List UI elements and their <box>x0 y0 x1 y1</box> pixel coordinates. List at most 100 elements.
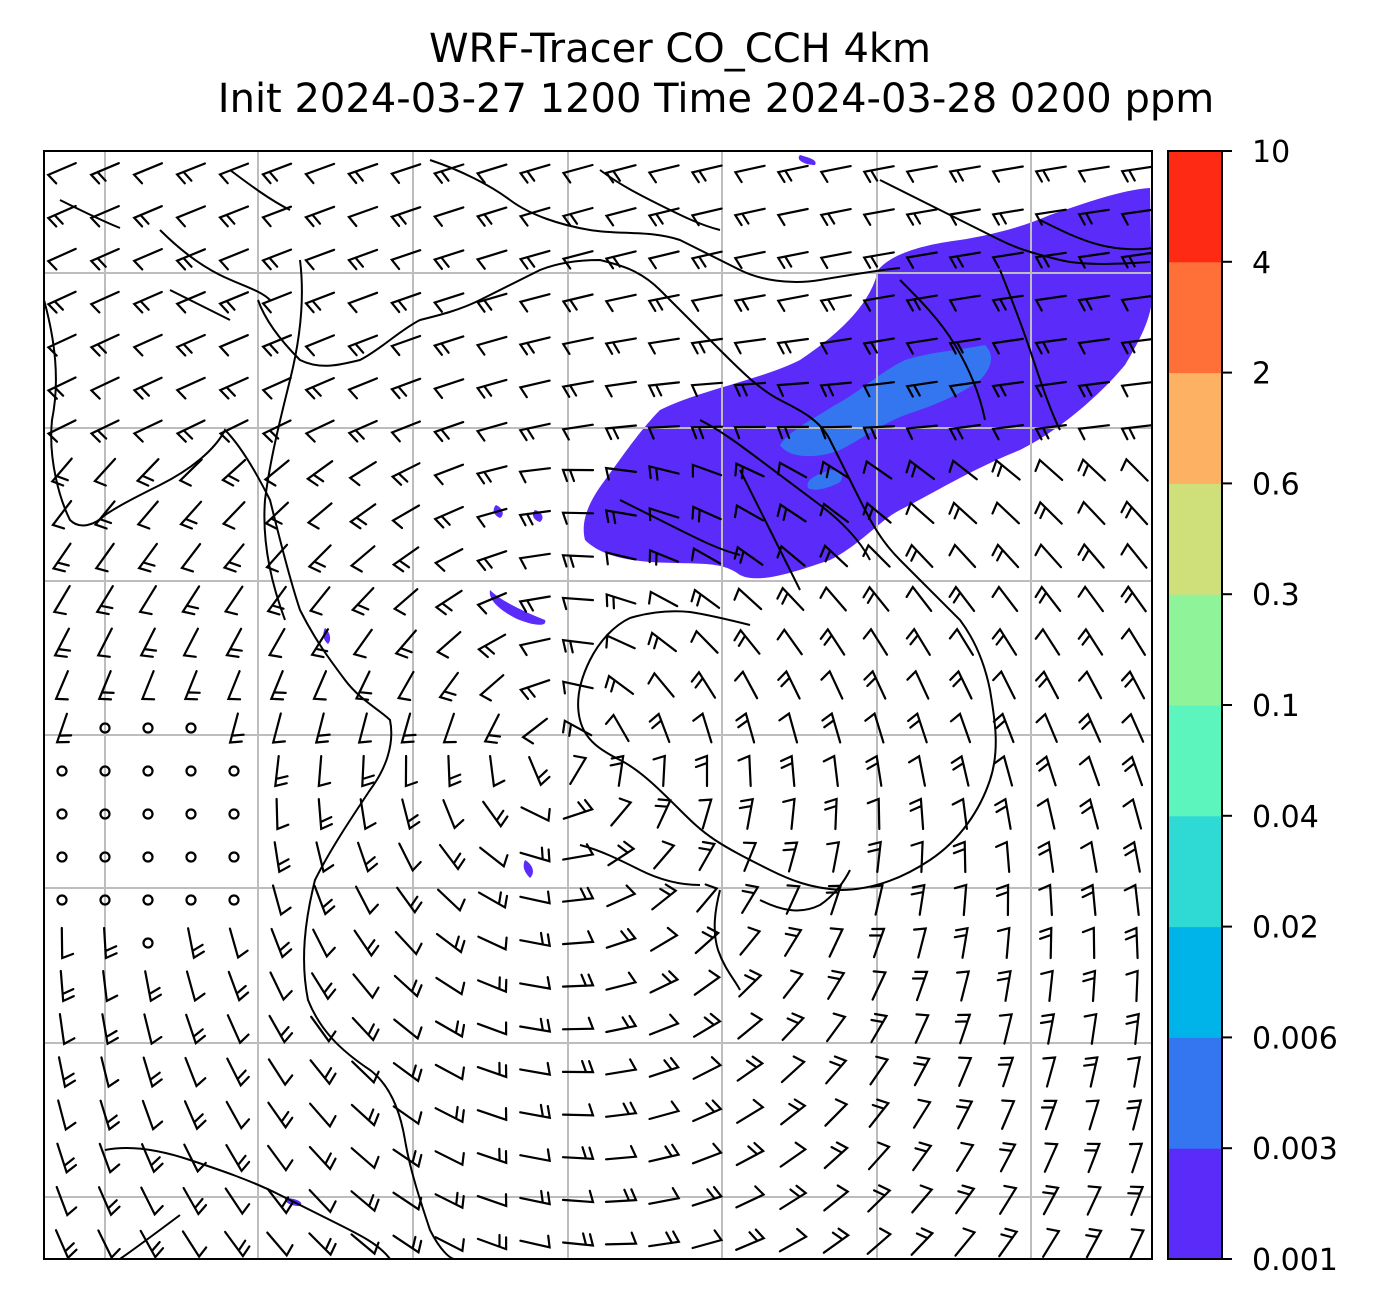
wind-barb <box>782 797 796 830</box>
calm-wind-circle <box>142 765 154 777</box>
wind-barb <box>1039 1012 1056 1045</box>
wind-barb <box>308 1232 337 1257</box>
wind-barb <box>739 926 762 956</box>
wind-barb <box>605 1058 638 1076</box>
wind-barb <box>434 1236 465 1253</box>
wind-barb <box>737 754 752 788</box>
wind-barb <box>862 459 893 480</box>
wind-barb <box>181 585 201 616</box>
wind-barb <box>1120 627 1146 656</box>
wind-barb <box>776 294 809 312</box>
wind-barb <box>784 926 803 957</box>
wind-barb <box>1080 840 1098 873</box>
wind-barb <box>1001 1099 1016 1130</box>
wind-barb <box>267 1058 294 1087</box>
wind-barb <box>1077 627 1104 656</box>
wind-barb <box>604 1231 638 1246</box>
wind-barb <box>1121 755 1144 787</box>
wind-barb <box>438 843 466 871</box>
wind-barb <box>948 543 977 569</box>
wind-barb <box>561 973 595 988</box>
wind-barb <box>1079 797 1099 830</box>
wind-barb <box>519 846 551 863</box>
wind-barb <box>274 755 289 788</box>
wind-barb <box>433 505 464 529</box>
wind-barb <box>909 797 925 831</box>
wind-barb <box>651 883 678 911</box>
wind-barb <box>266 1188 294 1215</box>
wind-barb <box>93 500 116 530</box>
wind-barb <box>905 424 938 441</box>
wind-barb <box>313 884 336 916</box>
wind-barb <box>648 506 680 522</box>
wind-barb <box>910 1227 935 1256</box>
calm-wind-circle <box>185 808 197 820</box>
wind-barb <box>482 800 509 829</box>
map-panel <box>44 151 1152 1259</box>
wind-barb <box>910 840 924 874</box>
wind-barb <box>398 842 422 873</box>
wind-barb <box>1083 1012 1098 1045</box>
wind-barb <box>55 712 73 744</box>
wind-barb <box>691 1142 723 1165</box>
wind-barb <box>1036 754 1057 787</box>
wind-barb <box>953 883 968 917</box>
wind-barb <box>690 164 723 184</box>
wind-barb <box>648 590 679 608</box>
wind-barb <box>57 1099 77 1132</box>
colorbar-segment <box>1168 261 1222 374</box>
wind-barb <box>1077 424 1110 441</box>
title-line-2: Init 2024-03-27 1200 Time 2024-03-28 020… <box>217 76 1215 122</box>
wind-barb <box>226 1057 250 1088</box>
wind-barb <box>1077 542 1105 569</box>
wind-barb <box>1037 840 1055 873</box>
wind-barb <box>304 419 335 443</box>
wind-barb <box>175 291 206 314</box>
wind-barb <box>1077 251 1110 269</box>
wind-barb <box>347 248 379 271</box>
wind-barb <box>353 929 380 958</box>
wind-barb <box>475 378 508 399</box>
wind-barb <box>827 969 846 1000</box>
wind-barb <box>690 588 721 609</box>
wind-barb <box>776 337 809 355</box>
wind-barb <box>50 457 73 487</box>
wind-barb <box>648 1057 681 1078</box>
wind-barb <box>389 292 422 314</box>
wind-barb <box>136 500 159 530</box>
wind-barb <box>46 162 77 185</box>
wind-barb <box>1078 755 1101 787</box>
wind-barb <box>304 377 335 400</box>
wind-barb <box>822 754 839 787</box>
colorbar-tick-label: 0.3 <box>1252 578 1300 613</box>
wind-barb <box>181 1230 208 1259</box>
wind-barb <box>819 208 852 226</box>
wind-barb <box>992 712 1015 744</box>
wind-barb <box>57 1056 77 1089</box>
calm-wind-circle <box>99 851 111 863</box>
wind-barb <box>735 1142 766 1167</box>
wind-barb <box>357 841 379 874</box>
wind-barb <box>315 841 335 874</box>
wind-barb <box>914 1013 930 1044</box>
calm-wind-circle <box>56 808 68 820</box>
wind-barb <box>89 205 120 228</box>
wind-barb <box>1120 294 1152 312</box>
wind-barb <box>96 627 113 658</box>
colorbar-tick-label: 4 <box>1252 246 1271 281</box>
wind-barb <box>305 460 334 487</box>
wind-barb <box>867 840 882 873</box>
wind-barb <box>477 891 509 910</box>
wind-barb <box>518 249 551 270</box>
wind-barb <box>97 670 115 701</box>
wind-barb <box>781 1012 806 1041</box>
wind-barb <box>226 1014 250 1045</box>
wind-barb <box>266 1231 294 1258</box>
wind-barb <box>391 504 421 530</box>
wind-barb <box>782 841 799 873</box>
wind-barb <box>561 206 594 227</box>
calm-wind-circle <box>228 765 240 777</box>
border-north <box>429 159 1151 283</box>
wind-barb <box>869 1055 890 1086</box>
